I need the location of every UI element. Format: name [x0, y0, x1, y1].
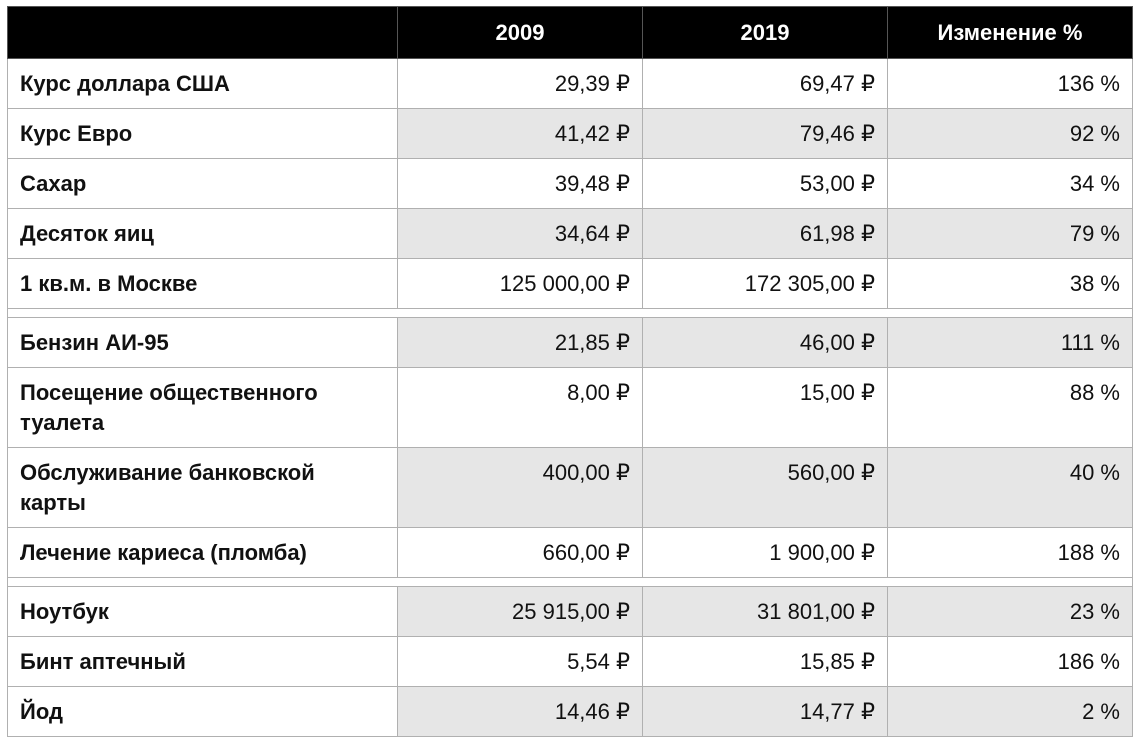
row-label: Обслуживание банковской карты	[7, 447, 398, 528]
row-label: Курс доллара США	[7, 58, 398, 109]
table-body: Курс доллара США 29,39 ₽ 69,47 ₽ 136 % К…	[7, 58, 1133, 737]
table-row: Курс Евро 41,42 ₽ 79,46 ₽ 92 %	[7, 108, 1133, 159]
separator-cell	[7, 308, 1133, 318]
row-label: Йод	[7, 686, 398, 737]
table-row: Бинт аптечный 5,54 ₽ 15,85 ₽ 186 %	[7, 636, 1133, 687]
header-cell-2019: 2019	[642, 6, 888, 59]
row-label: Лечение кариеса (пломба)	[7, 527, 398, 578]
row-label: Ноутбук	[7, 586, 398, 637]
row-label: Сахар	[7, 158, 398, 209]
value-change: 88 %	[887, 367, 1133, 448]
table-row: Курс доллара США 29,39 ₽ 69,47 ₽ 136 %	[7, 58, 1133, 109]
value-2019: 46,00 ₽	[642, 317, 888, 368]
value-2009: 660,00 ₽	[397, 527, 643, 578]
value-2019: 79,46 ₽	[642, 108, 888, 159]
value-2019: 15,85 ₽	[642, 636, 888, 687]
value-change: 136 %	[887, 58, 1133, 109]
table-row: Сахар 39,48 ₽ 53,00 ₽ 34 %	[7, 158, 1133, 209]
row-label: 1 кв.м. в Москве	[7, 258, 398, 309]
separator-cell	[7, 577, 1133, 587]
value-2019: 560,00 ₽	[642, 447, 888, 528]
value-2009: 14,46 ₽	[397, 686, 643, 737]
header-cell-2009: 2009	[397, 6, 643, 59]
value-2009: 29,39 ₽	[397, 58, 643, 109]
value-2009: 41,42 ₽	[397, 108, 643, 159]
value-2009: 8,00 ₽	[397, 367, 643, 448]
value-2019: 61,98 ₽	[642, 208, 888, 259]
row-label: Десяток яиц	[7, 208, 398, 259]
value-change: 40 %	[887, 447, 1133, 528]
header-cell-blank	[7, 6, 398, 59]
value-2009: 125 000,00 ₽	[397, 258, 643, 309]
value-2019: 1 900,00 ₽	[642, 527, 888, 578]
row-label: Бензин АИ-95	[7, 317, 398, 368]
group-separator	[7, 308, 1133, 318]
table-row: 1 кв.м. в Москве 125 000,00 ₽ 172 305,00…	[7, 258, 1133, 309]
table-row: Лечение кариеса (пломба) 660,00 ₽ 1 900,…	[7, 527, 1133, 578]
value-2019: 53,00 ₽	[642, 158, 888, 209]
value-change: 92 %	[887, 108, 1133, 159]
value-change: 38 %	[887, 258, 1133, 309]
header-cell-change: Изменение %	[887, 6, 1133, 59]
value-change: 111 %	[887, 317, 1133, 368]
value-2009: 400,00 ₽	[397, 447, 643, 528]
value-2019: 31 801,00 ₽	[642, 586, 888, 637]
table-row: Бензин АИ-95 21,85 ₽ 46,00 ₽ 111 %	[7, 317, 1133, 368]
value-change: 23 %	[887, 586, 1133, 637]
value-2019: 172 305,00 ₽	[642, 258, 888, 309]
value-2009: 25 915,00 ₽	[397, 586, 643, 637]
value-2019: 69,47 ₽	[642, 58, 888, 109]
group-separator	[7, 577, 1133, 587]
value-2009: 5,54 ₽	[397, 636, 643, 687]
table-header: 2009 2019 Изменение %	[7, 6, 1133, 59]
table-row: Десяток яиц 34,64 ₽ 61,98 ₽ 79 %	[7, 208, 1133, 259]
table-row: Йод 14,46 ₽ 14,77 ₽ 2 %	[7, 686, 1133, 737]
value-2009: 39,48 ₽	[397, 158, 643, 209]
value-2019: 14,77 ₽	[642, 686, 888, 737]
value-change: 186 %	[887, 636, 1133, 687]
table-row: Посещение общественного туалета 8,00 ₽ 1…	[7, 367, 1133, 448]
price-comparison-table: 2009 2019 Изменение % Курс доллара США 2…	[7, 6, 1133, 737]
value-2009: 34,64 ₽	[397, 208, 643, 259]
header-row: 2009 2019 Изменение %	[7, 6, 1133, 59]
row-label: Посещение общественного туалета	[7, 367, 398, 448]
value-2019: 15,00 ₽	[642, 367, 888, 448]
value-2009: 21,85 ₽	[397, 317, 643, 368]
row-label: Курс Евро	[7, 108, 398, 159]
row-label: Бинт аптечный	[7, 636, 398, 687]
value-change: 2 %	[887, 686, 1133, 737]
value-change: 34 %	[887, 158, 1133, 209]
table-row: Обслуживание банковской карты 400,00 ₽ 5…	[7, 447, 1133, 528]
table-row: Ноутбук 25 915,00 ₽ 31 801,00 ₽ 23 %	[7, 586, 1133, 637]
value-change: 79 %	[887, 208, 1133, 259]
value-change: 188 %	[887, 527, 1133, 578]
